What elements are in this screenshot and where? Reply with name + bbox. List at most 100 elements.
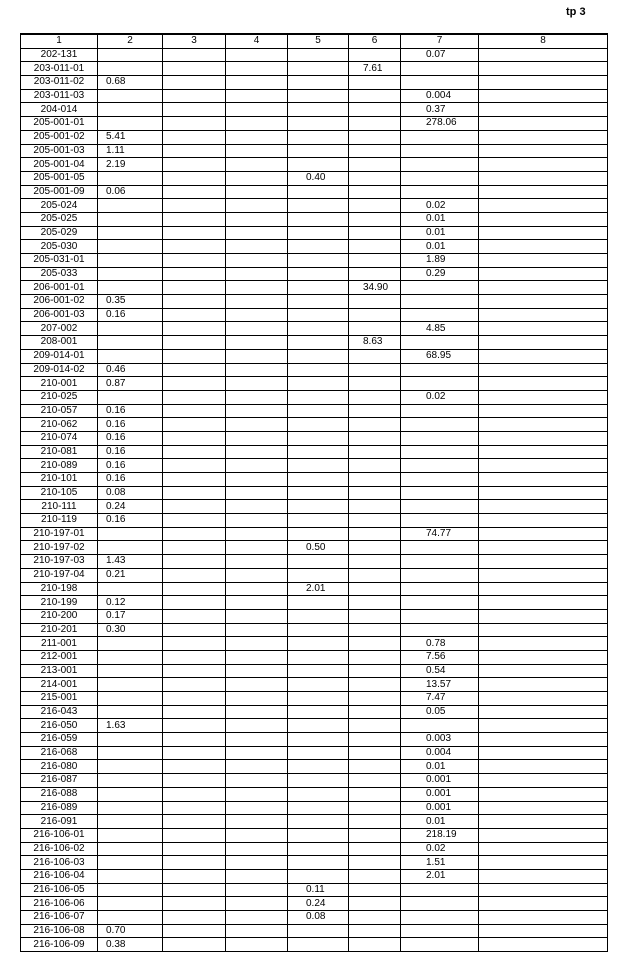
value-cell	[348, 75, 401, 90]
table-row: 210-081 0.16	[20, 444, 608, 460]
value-cell	[478, 567, 608, 583]
value-cell	[162, 636, 226, 651]
value-cell: 0.38	[97, 937, 163, 953]
value-cell	[97, 910, 163, 925]
value-cell	[478, 280, 608, 296]
value-cell: 0.16	[97, 444, 163, 460]
value-cell	[287, 841, 349, 857]
value-cell	[348, 910, 401, 925]
value-cell	[348, 485, 401, 501]
row-code-cell: 205-001-03	[20, 143, 98, 159]
value-cell	[478, 841, 608, 857]
table-row: 203-011-03 0.004	[20, 88, 608, 104]
value-cell	[225, 403, 288, 419]
value-cell	[348, 143, 401, 159]
value-cell	[348, 88, 401, 104]
value-cell	[287, 554, 349, 569]
value-cell	[225, 75, 288, 90]
value-cell: 2.19	[97, 157, 163, 172]
value-cell	[348, 170, 401, 186]
value-cell	[348, 595, 401, 610]
value-cell: 0.54	[400, 663, 479, 679]
value-cell	[287, 855, 349, 870]
value-cell	[348, 718, 401, 734]
value-cell: 1.11	[97, 143, 163, 159]
column-header: 2	[97, 32, 163, 49]
value-cell: 7.61	[348, 61, 401, 77]
value-cell	[478, 499, 608, 515]
value-cell	[348, 47, 401, 63]
value-cell: 0.70	[97, 923, 163, 939]
value-cell	[225, 745, 288, 761]
value-cell	[225, 718, 288, 734]
value-cell	[97, 198, 163, 213]
value-cell	[162, 294, 226, 309]
table-row: 210-197-01 74.77	[20, 526, 608, 542]
table-row: 215-001 7.47	[20, 691, 608, 706]
value-cell	[225, 444, 288, 460]
value-cell	[287, 239, 349, 254]
value-cell: 0.21	[97, 567, 163, 583]
row-code-cell: 216-106-02	[20, 841, 98, 857]
row-code-cell: 206-001-01	[20, 280, 98, 296]
row-code-cell: 210-197-04	[20, 567, 98, 583]
row-code-cell: 210-201	[20, 622, 98, 638]
value-cell	[400, 61, 479, 77]
value-cell	[97, 211, 163, 227]
row-code-cell: 205-029	[20, 225, 98, 241]
column-header: 3	[162, 32, 226, 49]
value-cell	[162, 198, 226, 213]
value-cell	[162, 403, 226, 419]
value-cell	[225, 266, 288, 282]
row-code-cell: 203-011-01	[20, 61, 98, 77]
value-cell	[478, 773, 608, 788]
value-cell	[225, 636, 288, 651]
value-cell	[225, 786, 288, 802]
data-table: 1 2 3 4 5 6 7 8 202-131 0.07 203-011-01 7.61 203-011…	[20, 32, 608, 953]
row-code-cell: 216-106-01	[20, 827, 98, 843]
value-cell	[287, 814, 349, 829]
value-cell	[225, 198, 288, 213]
value-cell	[225, 499, 288, 515]
value-cell	[478, 882, 608, 898]
row-code-cell: 210-198	[20, 581, 98, 597]
table-row: 203-011-02 0.68	[20, 75, 608, 90]
value-cell	[225, 376, 288, 391]
value-cell	[348, 348, 401, 364]
value-cell	[478, 225, 608, 241]
value-cell	[97, 88, 163, 104]
value-cell	[97, 786, 163, 802]
row-code-cell: 203-011-02	[20, 75, 98, 90]
row-code-cell: 205-030	[20, 239, 98, 254]
value-cell	[348, 129, 401, 145]
value-cell	[400, 403, 479, 419]
value-cell	[478, 294, 608, 309]
value-cell	[225, 773, 288, 788]
value-cell	[97, 170, 163, 186]
value-cell	[478, 88, 608, 104]
value-cell: 0.01	[400, 211, 479, 227]
value-cell	[348, 458, 401, 473]
row-code-cell: 202-131	[20, 47, 98, 63]
value-cell	[162, 239, 226, 254]
value-cell	[225, 868, 288, 884]
value-cell	[478, 540, 608, 556]
value-cell	[478, 403, 608, 419]
table-row: 216-089 0.001	[20, 800, 608, 816]
value-cell: 0.01	[400, 759, 479, 775]
value-cell: 1.89	[400, 253, 479, 268]
value-cell	[225, 841, 288, 857]
value-cell	[348, 882, 401, 898]
value-cell	[478, 307, 608, 323]
value-cell: 0.01	[400, 814, 479, 829]
table-row: 216-087 0.001	[20, 773, 608, 788]
value-cell: 8.63	[348, 335, 401, 350]
value-cell	[287, 759, 349, 775]
value-cell	[225, 362, 288, 378]
value-cell	[225, 335, 288, 350]
value-cell: 0.01	[400, 225, 479, 241]
table-row: 205-031-01 1.89	[20, 253, 608, 268]
value-cell	[97, 855, 163, 870]
value-cell	[162, 923, 226, 939]
table-row: 206-001-03 0.16	[20, 307, 608, 323]
